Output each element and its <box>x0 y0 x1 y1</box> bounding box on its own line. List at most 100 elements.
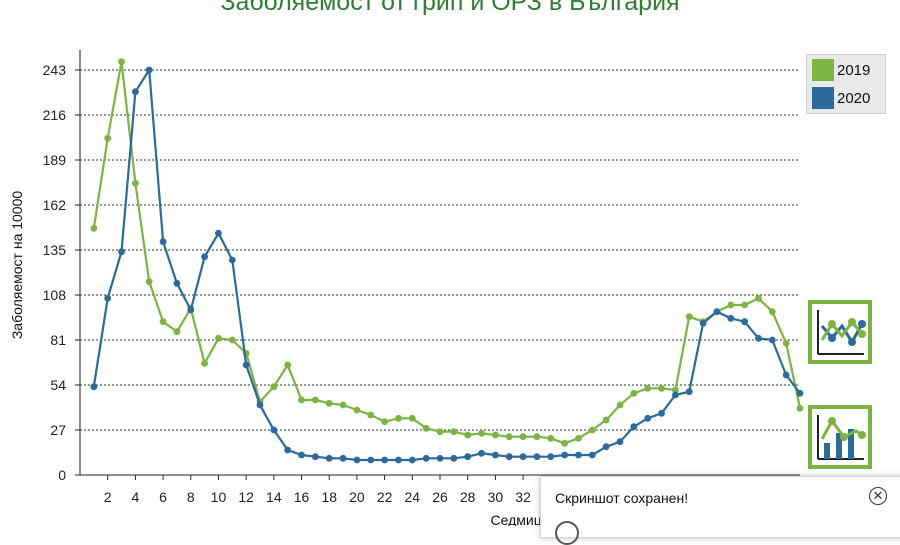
x-tick-label: 18 <box>321 489 337 505</box>
y-tick-label: 189 <box>43 152 67 168</box>
data-point-2019 <box>491 431 499 439</box>
data-point-2020 <box>685 388 693 396</box>
data-point-2019 <box>519 433 527 441</box>
x-tick-label: 20 <box>349 489 365 505</box>
data-point-2020 <box>464 453 472 461</box>
bar-line-chart-icon <box>817 415 866 460</box>
chart-legend: 2019 2020 <box>806 54 886 114</box>
x-tick-label: 14 <box>266 489 282 505</box>
data-point-2020 <box>755 334 762 342</box>
data-point-2019 <box>367 411 375 419</box>
legend-swatch-2020 <box>812 87 834 109</box>
data-point-2020 <box>616 438 624 446</box>
data-point-2020 <box>118 248 125 256</box>
data-point-2020 <box>713 308 721 316</box>
data-point-2020 <box>311 453 319 461</box>
x-tick-label: 30 <box>488 489 504 505</box>
x-tick-label: 8 <box>187 489 195 505</box>
y-tick-label: 243 <box>43 62 67 78</box>
data-point-2020 <box>727 314 735 322</box>
legend-item-2019[interactable]: 2019 <box>812 59 870 81</box>
x-tick-label: 4 <box>131 489 139 505</box>
data-point-2019 <box>395 414 402 422</box>
data-point-2019 <box>90 224 98 232</box>
data-point-2020 <box>215 229 222 237</box>
data-point-2019 <box>727 301 735 309</box>
data-point-2019 <box>381 418 389 426</box>
data-point-2019 <box>782 339 790 347</box>
y-tick-label: 0 <box>58 467 66 483</box>
data-point-2020 <box>367 456 375 464</box>
x-tick-label: 32 <box>515 489 531 505</box>
data-point-2019 <box>505 433 513 441</box>
data-point-2019 <box>478 429 485 437</box>
x-tick-label: 12 <box>238 489 254 505</box>
data-point-2020 <box>575 451 582 459</box>
data-point-2020 <box>422 454 430 462</box>
data-point-2020 <box>561 451 569 459</box>
data-point-2019 <box>547 434 555 442</box>
data-point-2020 <box>533 453 541 461</box>
legend-swatch-2019 <box>812 59 834 81</box>
data-point-2019 <box>298 396 305 404</box>
data-point-2019 <box>228 336 236 344</box>
data-point-2019 <box>339 401 347 409</box>
data-point-2019 <box>201 359 209 367</box>
data-point-2020 <box>519 453 527 461</box>
data-point-2020 <box>353 456 361 464</box>
data-point-2020 <box>796 389 804 397</box>
y-tick-label: 81 <box>50 332 66 348</box>
data-point-2019 <box>436 428 444 436</box>
data-point-2019 <box>325 399 333 407</box>
bar-chart-button[interactable] <box>808 405 872 469</box>
x-tick-label: 2 <box>104 489 112 505</box>
data-point-2019 <box>173 328 181 336</box>
data-point-2020 <box>270 426 278 434</box>
data-point-2019 <box>215 334 222 342</box>
x-axis-label: Седмица <box>490 512 549 526</box>
screenshot-toast: Скриншот сохранен! ✕ <box>540 476 900 545</box>
y-tick-label: 135 <box>43 242 67 258</box>
close-icon[interactable]: ✕ <box>869 487 887 505</box>
y-tick-label: 216 <box>43 107 67 123</box>
x-tick-label: 16 <box>294 489 310 505</box>
data-point-2020 <box>782 371 790 379</box>
data-point-2019 <box>145 278 153 286</box>
data-point-2020 <box>658 409 665 417</box>
data-point-2020 <box>145 66 153 74</box>
data-point-2020 <box>104 294 112 302</box>
data-point-2020 <box>256 401 264 409</box>
data-point-2019 <box>464 431 472 439</box>
data-point-2020 <box>395 456 402 464</box>
data-point-2020 <box>588 451 596 459</box>
data-point-2019 <box>755 294 762 302</box>
line-chart-button[interactable] <box>808 300 872 364</box>
data-point-2019 <box>311 396 319 404</box>
y-tick-label: 54 <box>50 377 66 393</box>
chart-title: Заболяемост от грип и ОРЗ в България <box>220 0 680 16</box>
y-tick-label: 27 <box>50 422 66 438</box>
data-point-2019 <box>671 386 679 394</box>
data-point-2019 <box>131 179 139 187</box>
data-point-2020 <box>228 256 236 264</box>
x-tick-label: 10 <box>211 489 227 505</box>
data-point-2019 <box>353 406 361 414</box>
toast-title: Скриншот сохранен! <box>555 490 689 506</box>
data-point-2019 <box>118 58 125 66</box>
data-point-2019 <box>768 308 776 316</box>
legend-item-2020[interactable]: 2020 <box>812 87 870 109</box>
x-tick-label: 26 <box>432 489 448 505</box>
data-point-2020 <box>381 456 389 464</box>
data-point-2020 <box>644 414 652 422</box>
x-tick-label: 22 <box>377 489 393 505</box>
data-point-2019 <box>159 318 167 326</box>
file-icon <box>555 521 579 545</box>
data-point-2020 <box>325 454 333 462</box>
data-point-2020 <box>768 336 776 344</box>
data-point-2020 <box>187 306 195 314</box>
data-point-2020 <box>671 391 679 399</box>
data-point-2019 <box>104 134 112 142</box>
x-tick-label: 6 <box>159 489 167 505</box>
data-point-2020 <box>131 88 139 96</box>
y-axis-label: Заболяемост на 10000 <box>9 191 25 340</box>
